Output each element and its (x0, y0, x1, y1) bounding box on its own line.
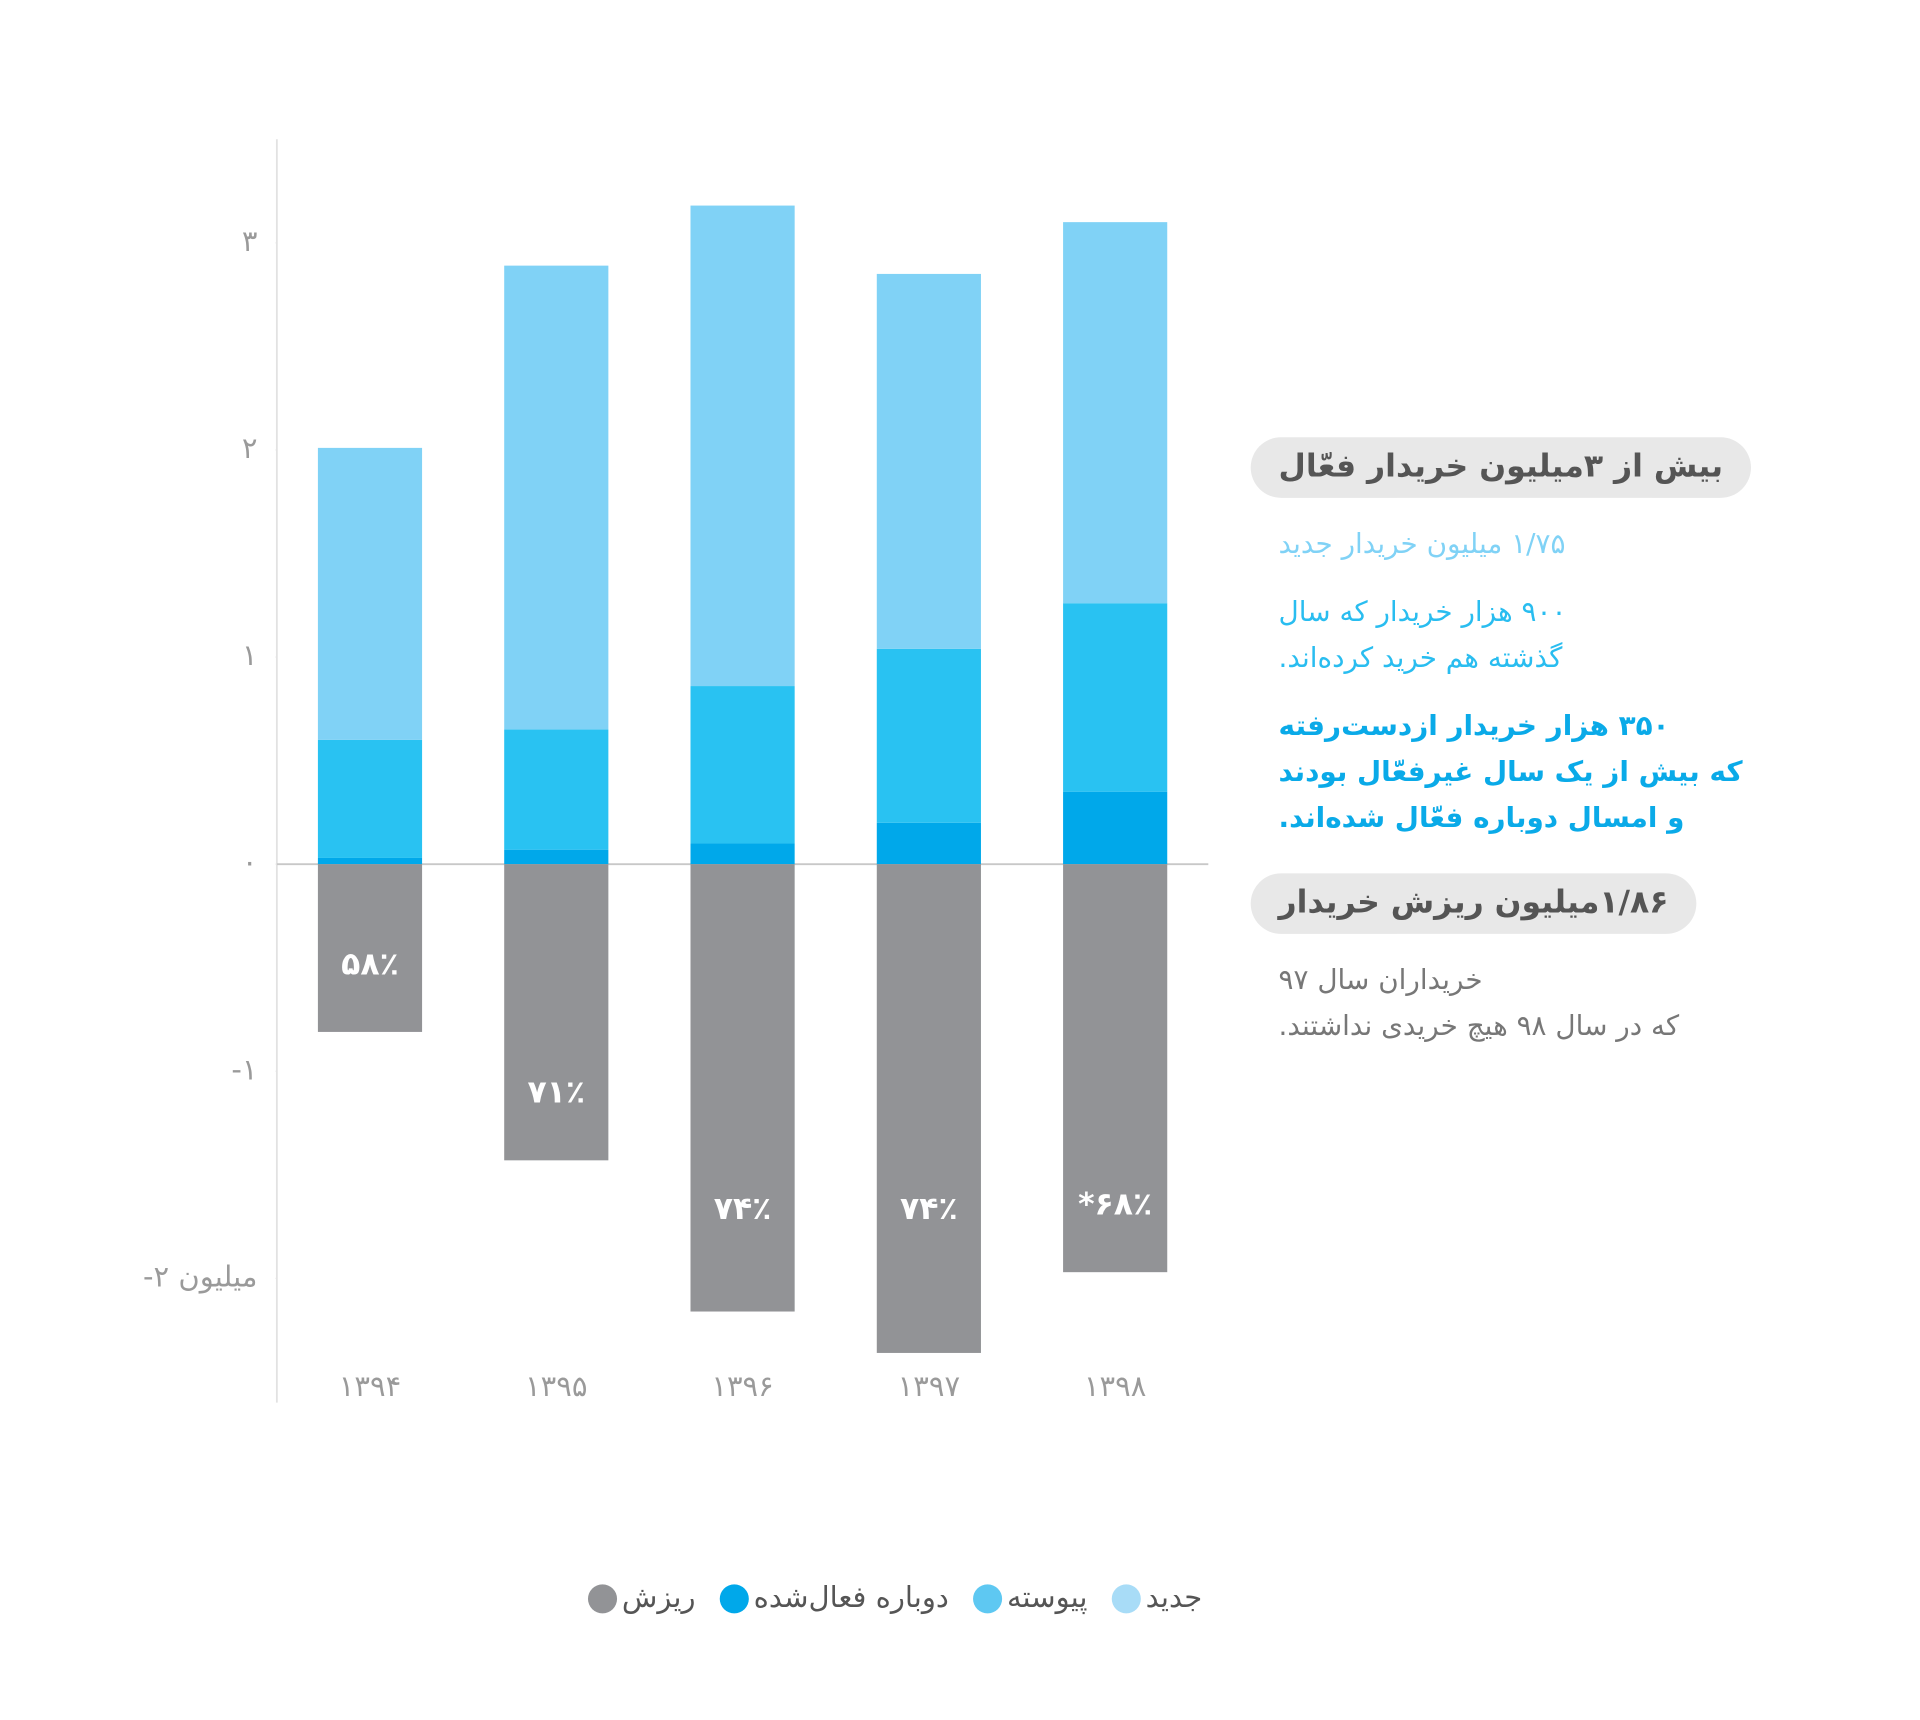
legend-label: ریزش (622, 1580, 696, 1614)
bar-annotation: ۵۸٪ (341, 946, 399, 982)
bar-segment (317, 857, 423, 865)
bar-segment (690, 864, 795, 1312)
callout-heading: ۱/۸۶میلیون ریزش خریدار (1277, 885, 1669, 921)
bar-annotation: ۷۱٪ (527, 1075, 585, 1111)
callout-heading: بیش از ۳میلیون خریدار فعّال (1279, 449, 1724, 485)
bar-segment (317, 864, 423, 1032)
bar-annotation: *۶۸٪ (1078, 1187, 1152, 1223)
bar-segment (876, 822, 981, 865)
x-tick-label: ۱۳۹۶ (711, 1369, 773, 1403)
y-tick-label: ۳ (242, 224, 258, 258)
legend-swatch (587, 1584, 618, 1614)
legend-swatch (719, 1584, 749, 1614)
legend-swatch (1111, 1584, 1141, 1614)
bar-segment (690, 686, 795, 844)
y-tick-label: ۲ (242, 431, 258, 465)
y-tick-label: ۱ (242, 638, 258, 672)
y-tick-label: ۰ (242, 845, 258, 879)
x-tick-label: ۱۳۹۸ (1084, 1369, 1146, 1403)
bar-segment (1063, 864, 1168, 1273)
legend-label: دوباره فعال‌شده (754, 1580, 949, 1614)
callout-line: ۱/۷۵ میلیون خریدار جدید (1279, 527, 1566, 560)
x-tick-label: ۱۳۹۵ (525, 1369, 587, 1403)
bar-segment (1063, 791, 1168, 865)
legend-label: جدید (1146, 1580, 1203, 1614)
bar-segment (876, 864, 981, 1353)
callout-line: خریداران سال ۹۷ (1279, 963, 1483, 996)
callout-line: ۳۵۰ هزار خریدار ازدست‌رفته (1279, 709, 1670, 742)
bar-segment (504, 864, 609, 1161)
bar-segment (876, 648, 981, 823)
bar-segment (504, 849, 609, 865)
callout-line: و امسال دوباره فعّال شده‌اند. (1279, 801, 1685, 834)
bar-annotation: ۷۴٪ (900, 1191, 958, 1227)
bar-segment (504, 729, 609, 850)
bar-segment (690, 205, 795, 687)
callout-line: که بیش از یک سال غیرفعّال بودند (1279, 755, 1744, 788)
y-tick-label: -۱ (231, 1052, 257, 1086)
x-tick-label: ۱۳۹۷ (898, 1369, 960, 1403)
bar-segment (1063, 603, 1168, 792)
legend-swatch (973, 1584, 1003, 1614)
bar-segment (690, 843, 795, 865)
bar-segment (317, 447, 423, 740)
bar-annotation: ۷۴٪ (714, 1191, 772, 1227)
callout-line: گذشته هم خرید کرده‌اند. (1279, 641, 1564, 674)
x-tick-label: ۱۳۹۴ (339, 1369, 401, 1403)
callout-line: که در سال ۹۸ هیچ خریدی نداشتند. (1279, 1009, 1680, 1042)
bar-segment (317, 739, 423, 858)
callout-line: ۹۰۰ هزار خریدار که سال (1279, 595, 1567, 628)
callout-pill (1250, 437, 1751, 498)
bar-segment (876, 273, 981, 649)
y-tick-label: -۲ میلیون (143, 1259, 257, 1293)
callout-pill (1250, 873, 1697, 934)
bar-segment (1063, 222, 1168, 604)
bar-segment (504, 265, 609, 730)
legend-label: پیوسته (1007, 1580, 1088, 1615)
